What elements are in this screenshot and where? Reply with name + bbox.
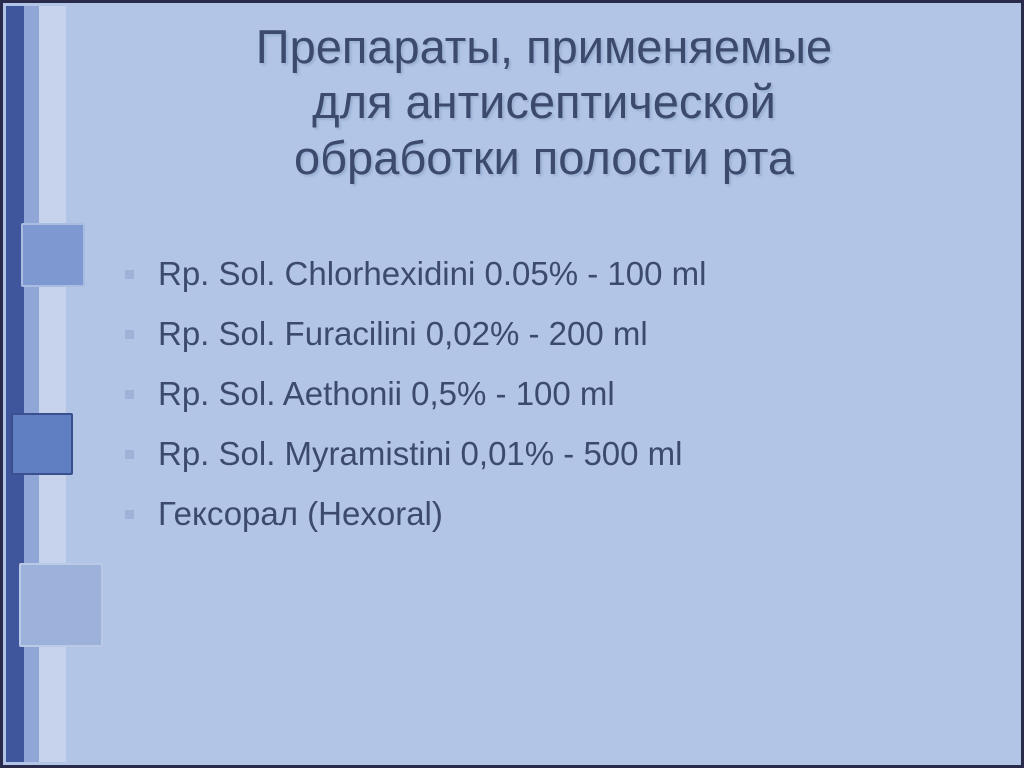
list-item: Rp. Sol. Chlorhexidini 0.05% - 100 ml xyxy=(125,255,1015,293)
list-item-label: Rp. Sol. Aethonii 0,5% - 100 ml xyxy=(158,375,615,413)
list-item: Rp. Sol. Aethonii 0,5% - 100 ml xyxy=(125,375,1015,413)
bullet-icon xyxy=(125,330,134,339)
slide: Препараты, применяемые для антисептическ… xyxy=(0,0,1024,768)
bullet-icon xyxy=(125,270,134,279)
slide-frame: Препараты, применяемые для антисептическ… xyxy=(0,0,1024,768)
title-line: обработки полости рта xyxy=(73,130,1015,185)
decorative-sidebar xyxy=(6,6,66,762)
bullet-icon xyxy=(125,450,134,459)
list-item-label: Rp. Sol. Myramistini 0,01% - 500 ml xyxy=(158,435,683,473)
decorative-square-icon xyxy=(11,413,73,475)
title-line: для антисептической xyxy=(73,74,1015,129)
list-item-label: Гексорал (Hexoral) xyxy=(158,495,443,533)
list-item: Гексорал (Hexoral) xyxy=(125,495,1015,533)
title-line: Препараты, применяемые xyxy=(73,19,1015,74)
list-item-label: Rp. Sol. Furacilini 0,02% - 200 ml xyxy=(158,315,648,353)
bullet-icon xyxy=(125,390,134,399)
list-item: Rp. Sol. Myramistini 0,01% - 500 ml xyxy=(125,435,1015,473)
content-area: Препараты, применяемые для антисептическ… xyxy=(73,9,1015,759)
slide-title: Препараты, применяемые для антисептическ… xyxy=(73,9,1015,185)
list-item: Rp. Sol. Furacilini 0,02% - 200 ml xyxy=(125,315,1015,353)
bullet-list: Rp. Sol. Chlorhexidini 0.05% - 100 ml Rp… xyxy=(125,255,1015,533)
list-item-label: Rp. Sol. Chlorhexidini 0.05% - 100 ml xyxy=(158,255,706,293)
bullet-icon xyxy=(125,510,134,519)
